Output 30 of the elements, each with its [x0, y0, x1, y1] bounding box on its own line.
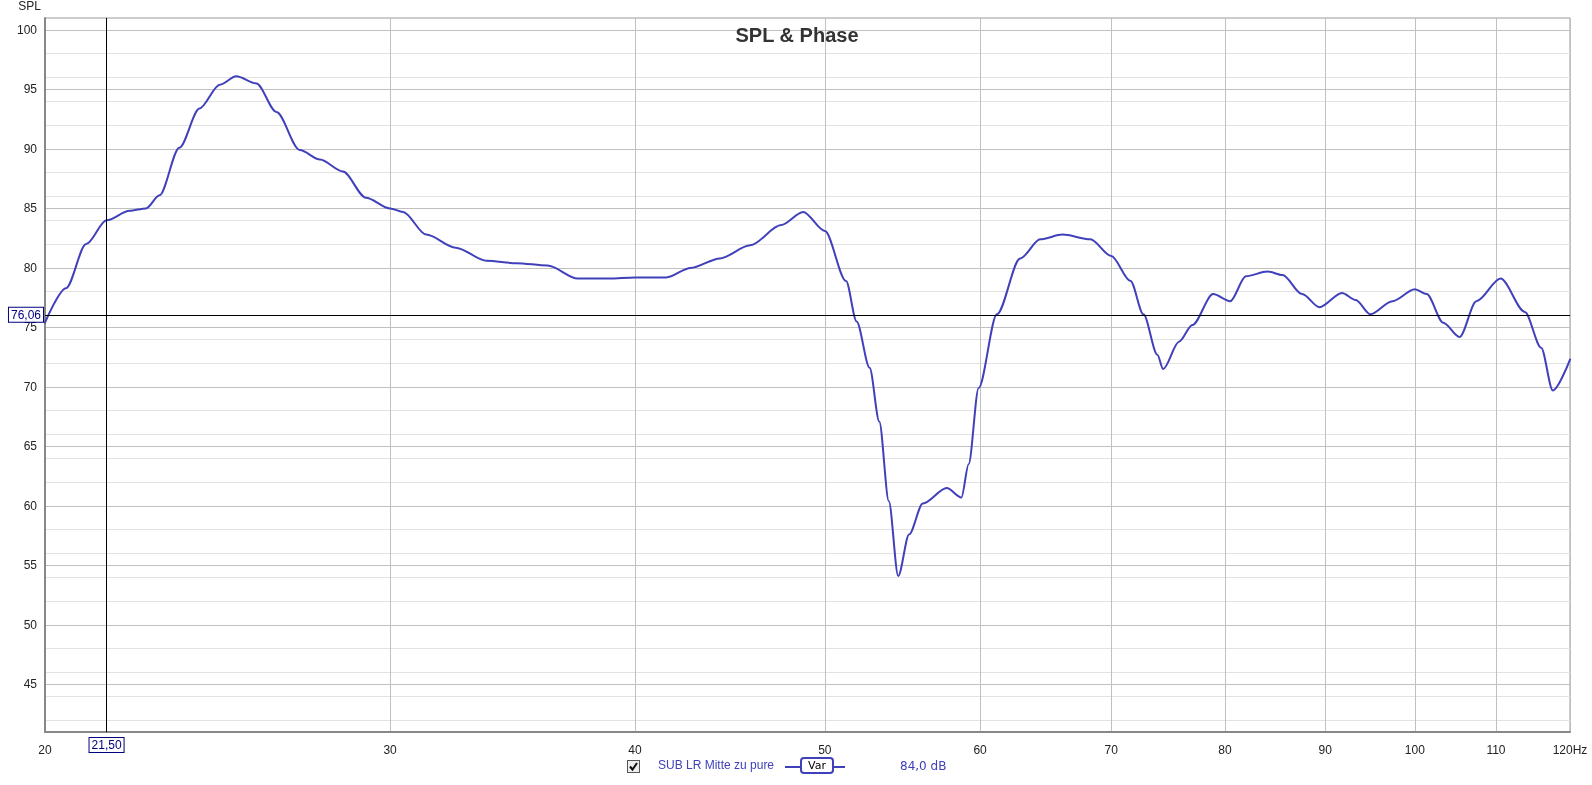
- y-tick-label: 65: [23, 439, 38, 454]
- text: Var: [800, 757, 834, 774]
- y-tick-label: 45: [23, 677, 38, 692]
- x-tick-label: 80: [1218, 743, 1232, 757]
- ref-line-label: 76,06: [10, 307, 42, 322]
- y-tick-label: 75: [23, 320, 38, 335]
- y-axis-title: SPL: [18, 0, 42, 13]
- chart-title: SPL & Phase: [735, 24, 859, 46]
- y-tick-label: 100: [16, 22, 38, 37]
- x-tick-label: 30: [383, 743, 398, 757]
- x-tick-label: 70: [1104, 743, 1119, 757]
- x-tick-label: 100: [1404, 743, 1426, 757]
- x-tick-label: 110: [1486, 743, 1506, 757]
- y-tick-label: 85: [23, 201, 38, 216]
- y-tick-label: 70: [23, 379, 38, 394]
- x-tick-label: 120Hz: [1552, 743, 1588, 757]
- x-tick-label: 90: [1318, 743, 1333, 757]
- y-tick-label: 80: [23, 260, 38, 275]
- x-tick-label: 60: [973, 743, 988, 757]
- x-tick-label: 20: [38, 743, 52, 757]
- ref-line-label: 21,50: [91, 738, 122, 752]
- y-tick-label: 90: [23, 141, 38, 156]
- y-tick-label: 50: [23, 617, 38, 632]
- text: SUB LR Mitte zu pure: [658, 758, 775, 772]
- y-tick-label: 95: [23, 82, 38, 97]
- y-tick-label: 60: [23, 498, 38, 513]
- x-tick-label: 50: [818, 743, 832, 757]
- y-tick-label: 55: [23, 558, 38, 573]
- x-tick-label: 40: [628, 743, 642, 757]
- text: 84,0 dB: [900, 759, 947, 773]
